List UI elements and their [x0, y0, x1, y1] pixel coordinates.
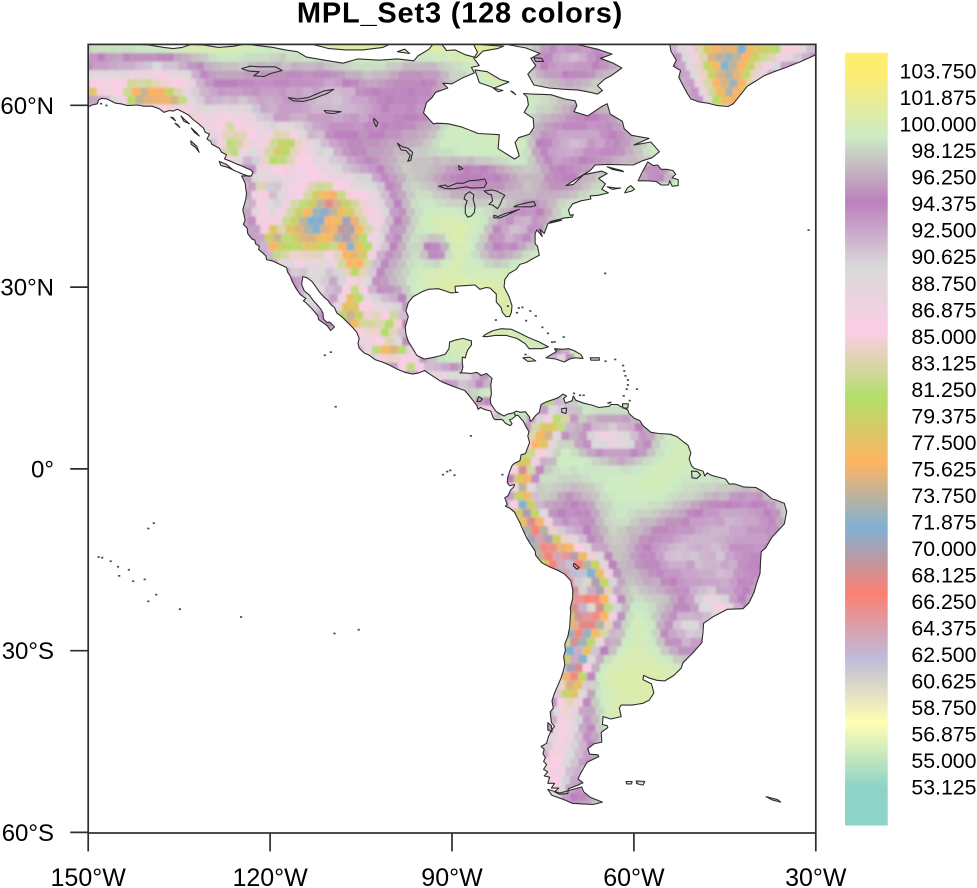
svg-text:86.875: 86.875 — [911, 298, 976, 322]
svg-text:68.125: 68.125 — [911, 564, 976, 588]
svg-text:55.000: 55.000 — [911, 749, 976, 773]
svg-text:73.750: 73.750 — [911, 484, 976, 508]
svg-text:90°W: 90°W — [421, 864, 483, 888]
svg-text:96.250: 96.250 — [911, 166, 976, 190]
svg-text:60°W: 60°W — [603, 864, 665, 888]
svg-text:98.125: 98.125 — [911, 139, 976, 163]
svg-text:83.125: 83.125 — [911, 351, 976, 375]
svg-text:100.000: 100.000 — [900, 113, 977, 137]
svg-text:88.750: 88.750 — [911, 272, 976, 296]
svg-text:90.625: 90.625 — [911, 245, 976, 269]
svg-text:64.375: 64.375 — [911, 617, 976, 641]
svg-text:30°S: 30°S — [2, 638, 54, 665]
svg-text:58.750: 58.750 — [911, 696, 976, 720]
svg-text:62.500: 62.500 — [911, 643, 976, 667]
svg-text:56.875: 56.875 — [911, 723, 976, 747]
svg-text:60°N: 60°N — [0, 93, 54, 120]
svg-text:66.250: 66.250 — [911, 590, 976, 614]
svg-text:120°W: 120°W — [232, 864, 308, 888]
svg-text:60°S: 60°S — [2, 820, 54, 847]
svg-text:92.500: 92.500 — [911, 219, 976, 243]
svg-text:0°: 0° — [31, 456, 54, 483]
svg-text:53.125: 53.125 — [911, 776, 976, 800]
svg-text:MPL_Set3 (128 colors): MPL_Set3 (128 colors) — [297, 0, 623, 30]
svg-text:77.500: 77.500 — [911, 431, 976, 455]
svg-text:60.625: 60.625 — [911, 670, 976, 694]
svg-text:71.875: 71.875 — [911, 510, 976, 534]
svg-text:75.625: 75.625 — [911, 457, 976, 481]
svg-text:30°N: 30°N — [0, 275, 54, 302]
svg-text:94.375: 94.375 — [911, 192, 976, 216]
svg-text:79.375: 79.375 — [911, 404, 976, 428]
svg-text:81.250: 81.250 — [911, 378, 976, 402]
svg-text:103.750: 103.750 — [900, 60, 977, 84]
svg-text:101.875: 101.875 — [900, 86, 977, 110]
svg-text:70.000: 70.000 — [911, 537, 976, 561]
svg-text:30°W: 30°W — [785, 864, 847, 888]
svg-text:85.000: 85.000 — [911, 325, 976, 349]
svg-text:150°W: 150°W — [51, 864, 127, 888]
